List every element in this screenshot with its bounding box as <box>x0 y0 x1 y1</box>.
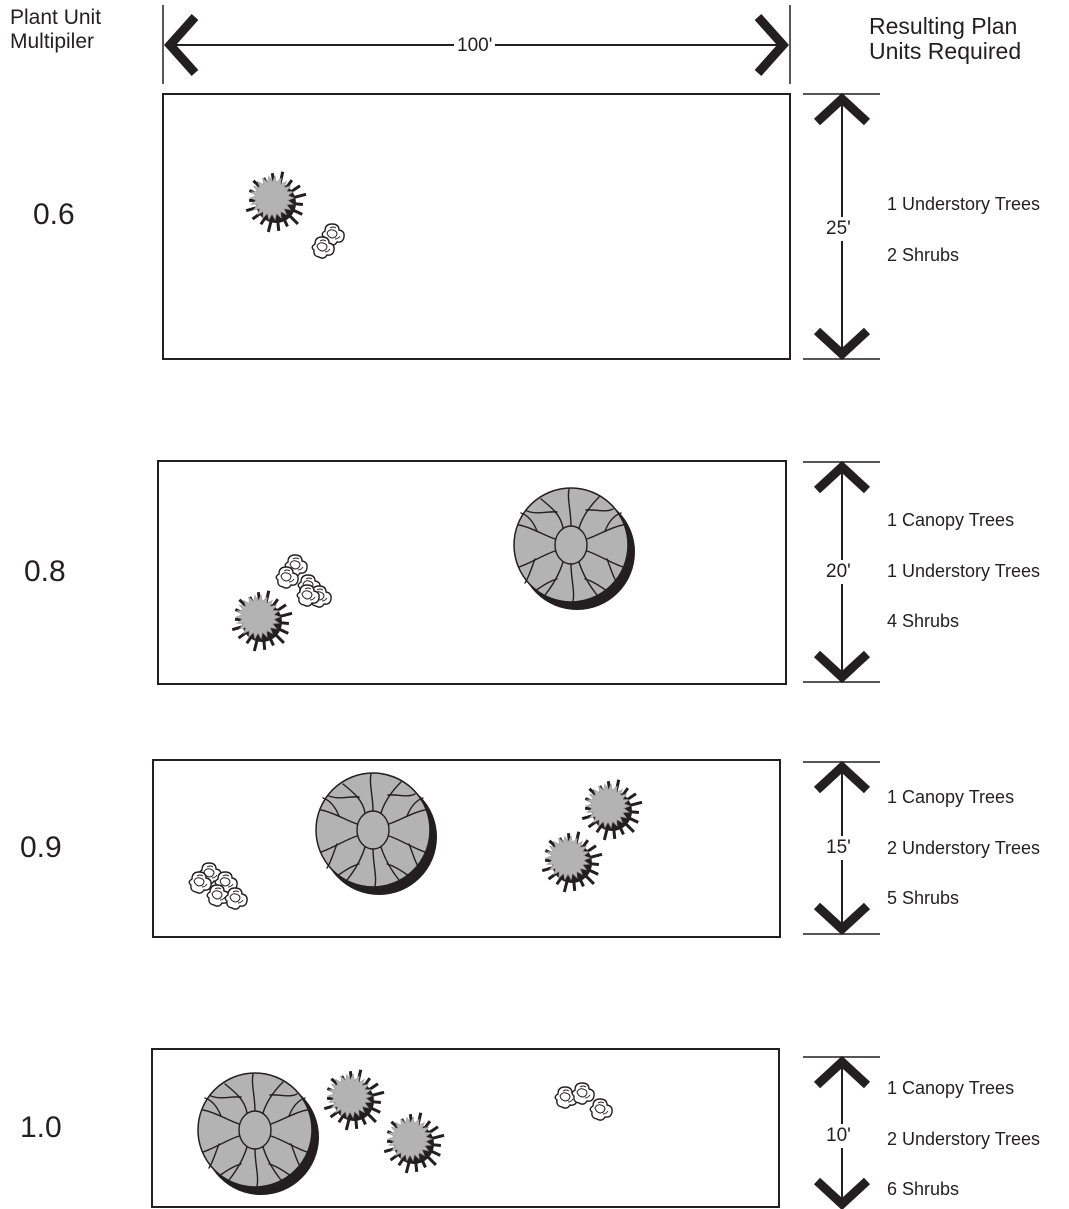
units-header-line-2: Units Required <box>869 38 1022 64</box>
requirement-item: 6 Shrubs <box>887 1179 960 1199</box>
requirement-item: 2 Understory Trees <box>887 837 1041 858</box>
width-dimension-label: 100' <box>454 34 496 58</box>
buffer-yard-rect <box>152 759 781 938</box>
shrub-icon <box>589 1098 613 1121</box>
plant-unit-multiplier: 1.0 <box>20 1111 62 1144</box>
buffer-row-0.6 <box>162 92 880 361</box>
requirement-item: 5 Shrubs <box>887 888 960 908</box>
multiplier-header-line-2: Multipiler <box>10 30 95 53</box>
canopy-tree-icon <box>315 772 438 896</box>
requirement-item: 1 Understory Trees <box>887 560 1041 581</box>
depth-arrowhead-up-icon <box>813 1055 871 1089</box>
buffer-row-0.9 <box>152 759 880 938</box>
units-column-header: Resulting Plan Units Required <box>869 14 1021 64</box>
depth-arrowhead-down-icon <box>813 327 871 361</box>
depth-arrowhead-up-icon <box>813 460 871 494</box>
understory-tree-icon <box>323 1069 385 1131</box>
shrub-icon <box>571 1082 595 1105</box>
plant-unit-multiplier: 0.9 <box>20 831 62 864</box>
depth-arrowhead-up-icon <box>813 92 871 126</box>
requirement-item: 1 Canopy Trees <box>887 787 1015 807</box>
depth-arrowhead-down-icon <box>813 650 871 684</box>
understory-tree-icon <box>541 831 603 893</box>
depth-label: 25' <box>823 217 854 241</box>
requirement-item: 1 Canopy Trees <box>887 1078 1015 1098</box>
depth-label: 15' <box>823 836 854 860</box>
buffer-row-0.8 <box>157 460 880 685</box>
understory-tree-icon <box>383 1112 445 1174</box>
depth-arrowhead-down-icon <box>813 902 871 936</box>
canopy-tree-icon <box>197 1072 320 1196</box>
buffer-yard-rect <box>162 93 791 360</box>
understory-tree-icon <box>231 590 293 652</box>
depth-dimension <box>803 1055 880 1209</box>
depth-label: 10' <box>823 1124 854 1148</box>
requirement-item: 1 Canopy Trees <box>887 510 1015 530</box>
depth-label: 20' <box>823 560 854 584</box>
canopy-tree-icon <box>513 487 636 611</box>
buffer-row-1.0 <box>151 1048 880 1209</box>
understory-tree-icon <box>581 779 643 841</box>
plant-unit-multiplier: 0.8 <box>24 555 66 588</box>
plant-unit-multiplier: 0.6 <box>33 198 75 231</box>
depth-arrowhead-down-icon <box>813 1177 871 1209</box>
width-arrowhead-right <box>754 14 790 76</box>
units-header-line-1: Resulting Plan <box>869 13 1018 39</box>
multiplier-column-header: Plant Unit Multipiler <box>10 6 101 54</box>
multiplier-header-line-1: Plant Unit <box>10 6 102 29</box>
requirement-item: 2 Shrubs <box>887 244 960 265</box>
buffer-yard-rect <box>157 460 787 685</box>
depth-arrowhead-up-icon <box>813 760 871 794</box>
width-arrowhead-left <box>163 14 199 76</box>
requirement-item: 2 Understory Trees <box>887 1128 1041 1149</box>
requirement-item: 4 Shrubs <box>887 611 960 631</box>
rows-layer <box>151 92 880 1209</box>
buffer-yard-rect <box>151 1048 780 1208</box>
shrub-icon <box>224 887 248 910</box>
depth-dimension <box>803 760 880 936</box>
requirement-item: 1 Understory Trees <box>887 194 1041 214</box>
understory-tree-icon <box>245 171 307 233</box>
